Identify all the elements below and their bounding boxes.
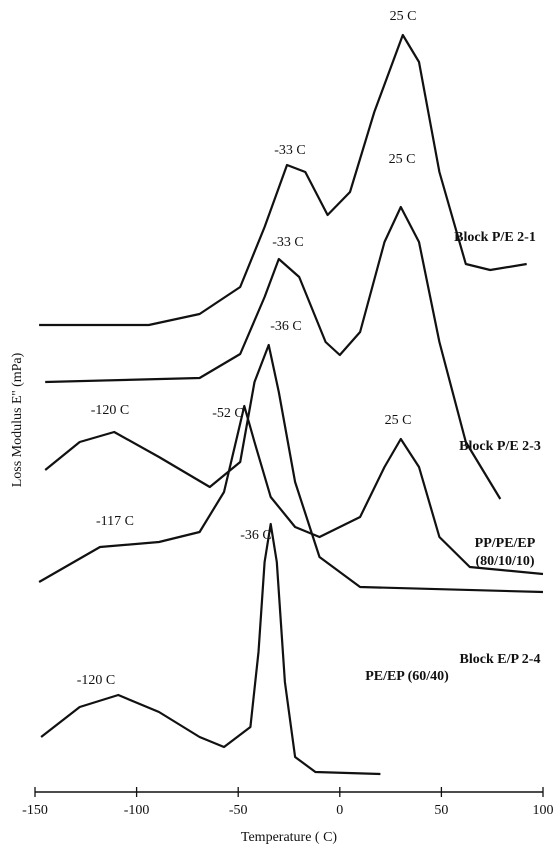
peak-label: -36 C (270, 319, 302, 334)
curve (38, 404, 544, 583)
x-tick-label: 50 (434, 803, 448, 818)
series-label: Block P/E 2-3 (459, 439, 541, 454)
peak-label: 25 C (389, 152, 416, 167)
peak-label: 25 C (390, 9, 417, 24)
x-tick-label: -50 (229, 803, 248, 818)
curve (45, 205, 502, 500)
peak-label: -33 C (274, 143, 306, 158)
peak-label: -36 C (240, 528, 272, 543)
peak-label: -52 C (212, 406, 244, 421)
peak-label: -120 C (91, 403, 130, 418)
curve (44, 343, 544, 594)
peak-label: -33 C (272, 235, 304, 250)
x-tick-label: 100 (533, 803, 554, 818)
curve (39, 33, 527, 327)
curve (40, 522, 381, 776)
series-label: PP/PE/EP (80/10/10) (474, 536, 536, 569)
peak-label: -117 C (96, 514, 134, 529)
x-tick-label: -150 (22, 803, 48, 818)
series-label: PE/EP (60/40) (365, 669, 449, 684)
x-axis-label: Temperature ( C) (241, 830, 338, 845)
x-tick-label: -100 (124, 803, 150, 818)
x-tick-label: 0 (336, 803, 343, 818)
peak-label: 25 C (385, 413, 412, 428)
series-label: Block P/E 2-1 (454, 230, 536, 245)
series-label: Block E/P 2-4 (459, 652, 541, 667)
y-axis-label: Loss Modulus E'' (mPa) (10, 352, 25, 487)
peak-label: -120 C (77, 673, 116, 688)
